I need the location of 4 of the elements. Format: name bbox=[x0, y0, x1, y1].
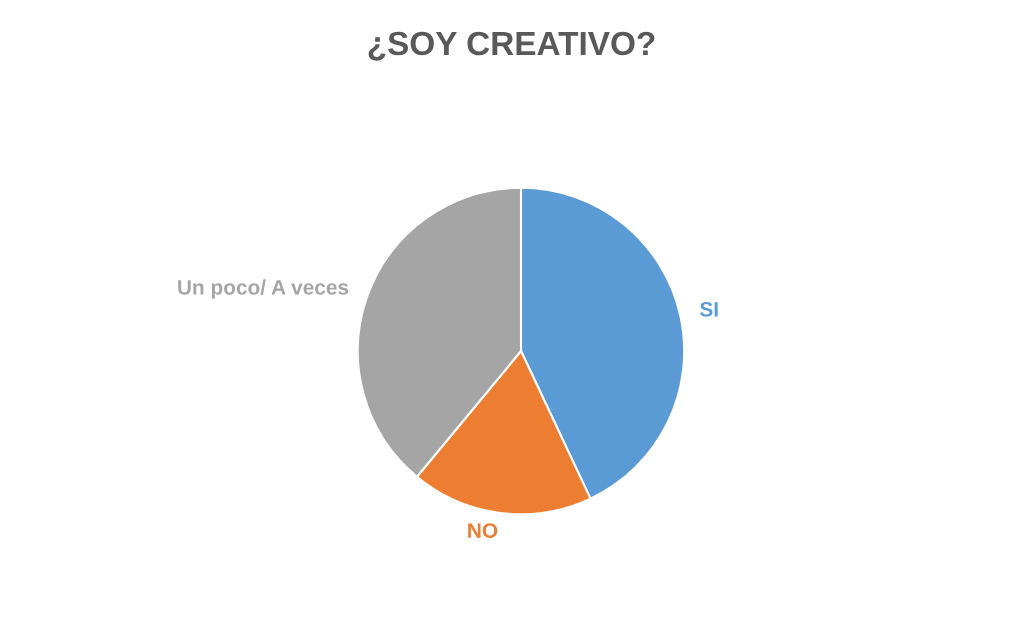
slice-label: SI bbox=[699, 301, 718, 317]
slice-label: NO bbox=[468, 523, 498, 538]
slice-label: Un poco/ A veces bbox=[178, 279, 349, 299]
chart-title: ¿SOY CREATIVO? bbox=[368, 31, 655, 61]
